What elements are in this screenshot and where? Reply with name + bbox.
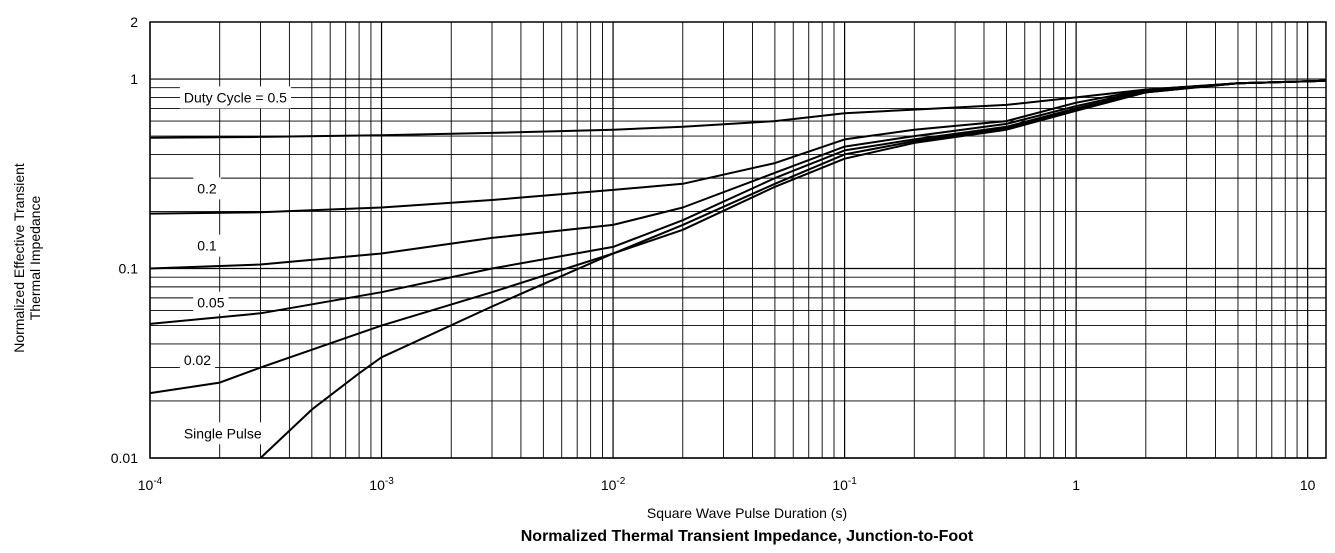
y-axis-label-line2: Thermal Impedance xyxy=(27,196,43,321)
series-label-text: Duty Cycle = 0.5 xyxy=(184,89,287,105)
chart-grid xyxy=(149,21,1326,459)
series-label-text: 0.1 xyxy=(197,238,217,254)
y-axis-label-line1: Normalized Effective Transient xyxy=(11,163,27,353)
series-label-bg xyxy=(193,234,221,257)
series-label-bg xyxy=(179,86,291,109)
series-label-text: 0.2 xyxy=(197,180,217,196)
y-tick-label: 0.1 xyxy=(119,261,139,277)
x-tick-label: 10-2 xyxy=(601,476,626,493)
x-tick-label: 1 xyxy=(1072,477,1080,493)
series-label-3: 0.05 xyxy=(193,291,229,314)
x-tick-label: 10-1 xyxy=(832,476,857,493)
series-line-3 xyxy=(149,79,1327,325)
series-label-bg xyxy=(193,291,229,314)
series-line-5 xyxy=(259,79,1327,459)
x-axis-label: Square Wave Pulse Duration (s) xyxy=(647,505,847,521)
series-line-2 xyxy=(149,79,1327,270)
series-label-bg xyxy=(179,422,266,445)
series-line-4 xyxy=(149,79,1327,395)
plot-frame xyxy=(149,21,1327,459)
y-tick-label: 2 xyxy=(130,14,138,30)
series-label-0: Duty Cycle = 0.5 xyxy=(179,86,291,109)
x-tick-labels: 10-4 10-3 10-2 10-1 1 10 xyxy=(138,476,1316,493)
series-labels: Duty Cycle = 0.5 0.2 0.1 0.05 0.02 Single Pul… xyxy=(179,86,291,445)
chart-title: Normalized Thermal Transient Impedance, … xyxy=(521,528,974,545)
series-label-bg xyxy=(179,348,216,371)
series-label-text: Single Pulse xyxy=(184,425,262,441)
series-label-5: Single Pulse xyxy=(179,422,266,445)
x-tick-label: 10-3 xyxy=(369,476,394,493)
x-tick-label: 10 xyxy=(1300,477,1316,493)
series-label-bg xyxy=(193,177,221,200)
y-tick-label: 0.01 xyxy=(111,450,138,466)
series-label-text: 0.02 xyxy=(184,352,211,368)
series-line-1 xyxy=(149,79,1327,215)
series-label-4: 0.02 xyxy=(179,348,216,371)
y-tick-label: 1 xyxy=(130,71,138,87)
y-tick-labels: 0.01 0.1 1 2 xyxy=(111,14,138,466)
series-label-text: 0.05 xyxy=(197,295,224,311)
series-label-2: 0.1 xyxy=(193,234,221,257)
x-tick-label: 10-4 xyxy=(138,476,163,493)
series-label-1: 0.2 xyxy=(193,177,221,200)
series-lines xyxy=(149,79,1327,459)
